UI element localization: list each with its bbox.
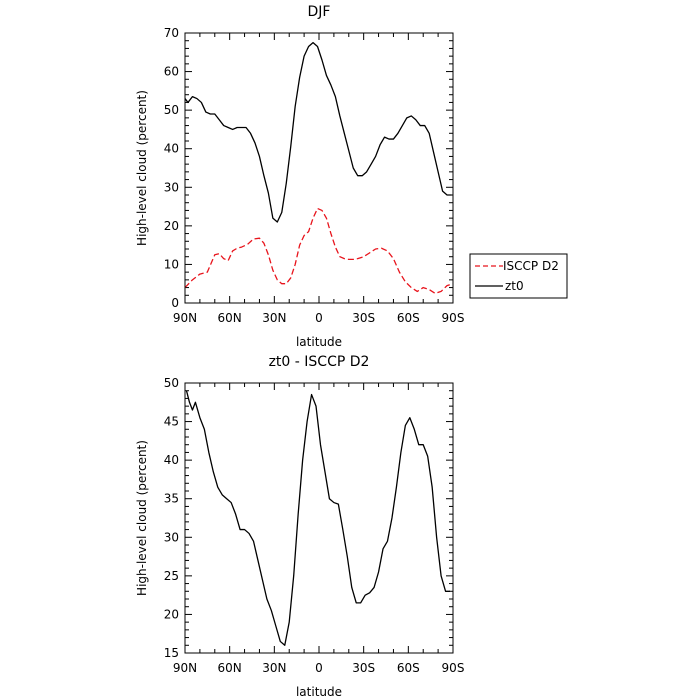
x-tick-label: 60N	[218, 311, 242, 325]
x-tick-label: 60S	[397, 661, 420, 675]
top-chart-plot-frame	[184, 32, 454, 304]
x-tick-label: 30S	[352, 661, 375, 675]
y-tick-label: 15	[164, 646, 179, 660]
y-tick-label: 20	[164, 219, 179, 233]
bottom-chart-x-tick-labels: 90N 60N 30N 0 30S 60S 90S	[173, 661, 465, 675]
y-tick-label: 40	[164, 453, 179, 467]
x-tick-label: 0	[315, 311, 323, 325]
top-chart-legend: ISCCP D2 zt0	[469, 253, 568, 299]
legend-label-isccp: ISCCP D2	[503, 259, 559, 273]
top-chart-x-tick-labels: 90N 60N 30N 0 30S 60S 90S	[173, 311, 465, 325]
bottom-chart-plot-frame	[184, 382, 454, 654]
x-tick-label: 30S	[352, 311, 375, 325]
bottom-chart-title: zt0 - ISCCP D2	[269, 354, 370, 370]
bottom-chart-x-axis-title: latitude	[296, 685, 342, 699]
x-tick-label: 90S	[442, 661, 465, 675]
top-chart: DJF 90N 60N 30N 0 30S 60S 90S 010203040506070 …	[135, 4, 568, 349]
y-tick-label: 40	[164, 142, 179, 156]
bottom-chart-ticks	[184, 382, 454, 654]
y-tick-label: 50	[164, 103, 179, 117]
zt0-series-line	[184, 41, 452, 223]
legend-box	[469, 253, 568, 299]
bottom-chart-y-tick-labels: 15 20 25 30 35 40 45 50	[164, 376, 179, 660]
x-tick-label: 90S	[442, 311, 465, 325]
isccp-d2-series-line	[184, 207, 454, 295]
bottom-chart: zt0 - ISCCP D2 90N 60N 30N 0 30S 60S 90S 15 20 2…	[135, 354, 464, 699]
y-tick-label: 25	[164, 569, 179, 583]
y-tick-label: 45	[164, 415, 179, 429]
difference-series-line	[185, 390, 451, 646]
x-tick-label: 60N	[218, 661, 242, 675]
legend-label-zt0: zt0	[505, 279, 524, 293]
x-tick-label: 60S	[397, 311, 420, 325]
top-chart-y-tick-labels: 0 10 20 30 40 50 60 70	[164, 26, 179, 310]
y-tick-label: 30	[164, 530, 179, 544]
top-chart-series	[184, 41, 454, 295]
x-tick-label: 30N	[262, 311, 286, 325]
y-tick-label: 60	[164, 65, 179, 79]
y-tick-label: 20	[164, 607, 179, 621]
top-chart-y-axis-title: High-level cloud (percent)	[135, 90, 149, 246]
top-chart-title: DJF	[308, 4, 331, 20]
y-tick-label: 10	[164, 257, 179, 271]
y-tick-label: 50	[164, 376, 179, 390]
y-tick-label: 0	[171, 296, 179, 310]
top-chart-x-axis-title: latitude	[296, 335, 342, 349]
y-tick-label: 35	[164, 492, 179, 506]
x-tick-label: 90N	[173, 311, 197, 325]
bottom-chart-series	[185, 390, 451, 646]
y-tick-label: 30	[164, 180, 179, 194]
bottom-chart-y-axis-title: High-level cloud (percent)	[135, 440, 149, 596]
y-tick-label: 70	[164, 26, 179, 40]
x-tick-label: 0	[315, 661, 323, 675]
top-chart-ticks	[184, 32, 454, 304]
x-tick-label: 90N	[173, 661, 197, 675]
x-tick-label: 30N	[262, 661, 286, 675]
